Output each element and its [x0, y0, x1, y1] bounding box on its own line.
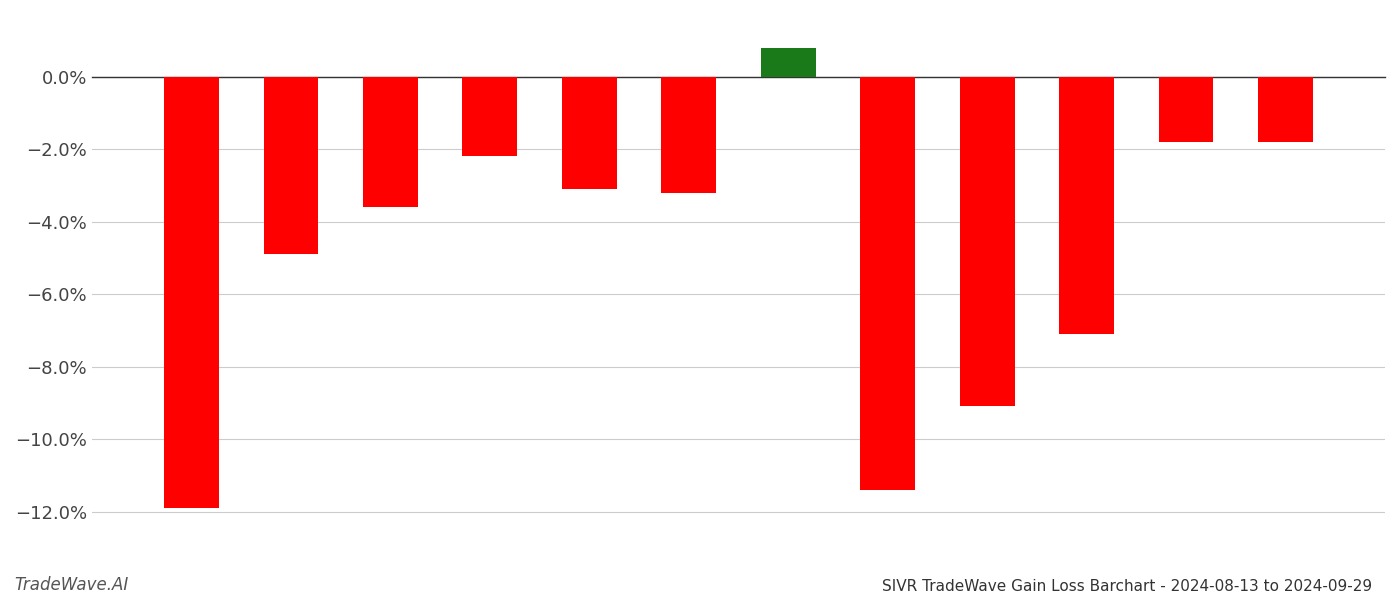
Bar — [760, 47, 816, 77]
Text: SIVR TradeWave Gain Loss Barchart - 2024-08-13 to 2024-09-29: SIVR TradeWave Gain Loss Barchart - 2024… — [882, 579, 1372, 594]
Bar — [1060, 77, 1114, 334]
Bar — [561, 77, 616, 189]
Bar — [1159, 77, 1214, 142]
Bar — [363, 77, 417, 207]
Bar — [462, 77, 517, 157]
Text: TradeWave.AI: TradeWave.AI — [14, 576, 129, 594]
Bar — [960, 77, 1015, 406]
Bar — [164, 77, 218, 508]
Bar — [661, 77, 717, 193]
Bar — [1259, 77, 1313, 142]
Bar — [861, 77, 916, 490]
Bar — [263, 77, 318, 254]
